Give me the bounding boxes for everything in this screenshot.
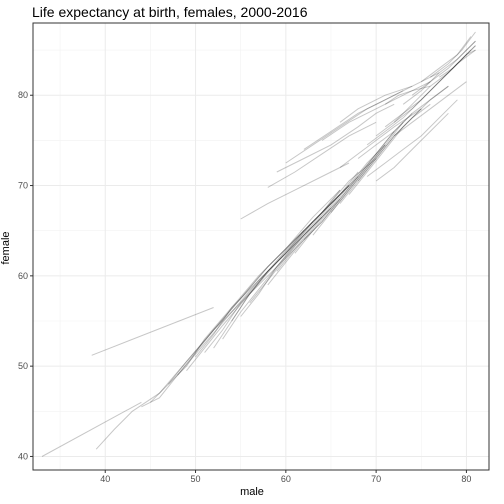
- y-tick-label: 70: [18, 181, 28, 191]
- series-line: [366, 49, 476, 146]
- series-line: [303, 131, 395, 241]
- series-line: [366, 99, 458, 177]
- y-tick-label: 40: [18, 451, 28, 461]
- x-axis-label: male: [240, 486, 264, 498]
- series-line: [321, 112, 413, 223]
- series-line: [276, 185, 350, 272]
- series-line: [267, 171, 359, 286]
- series-line: [384, 49, 472, 128]
- y-tick-label: 50: [18, 361, 28, 371]
- series-line: [186, 176, 359, 372]
- series-line: [330, 121, 404, 213]
- x-tick-label: 50: [191, 474, 201, 484]
- series-lines: [41, 31, 476, 457]
- plot-border: [32, 22, 490, 471]
- x-tick-label: 80: [461, 474, 471, 484]
- x-tick-label: 40: [100, 474, 110, 484]
- series-line: [294, 144, 386, 254]
- series-line: [41, 401, 142, 457]
- plot-panel: [33, 23, 489, 470]
- series-line: [222, 207, 332, 340]
- series-line: [168, 194, 341, 385]
- series-line: [429, 31, 476, 78]
- series-line: [240, 221, 314, 317]
- x-tick-label: 70: [371, 474, 381, 484]
- y-axis: 40 50 60 70 80: [18, 90, 33, 461]
- series-line: [240, 162, 350, 220]
- series-line: [393, 45, 476, 123]
- series-line: [339, 72, 440, 123]
- series-line: [420, 36, 472, 83]
- y-axis-label: female: [0, 231, 12, 265]
- series-line: [321, 81, 431, 141]
- series-line: [141, 198, 341, 408]
- series-line: [91, 307, 214, 356]
- series-line: [411, 40, 476, 96]
- series-line: [312, 144, 386, 236]
- series-line: [384, 85, 431, 105]
- series-line: [339, 103, 431, 204]
- series-line: [339, 108, 422, 168]
- series-line: [393, 81, 467, 137]
- series-line: [348, 108, 422, 195]
- series-line: [267, 121, 377, 188]
- grid-major: [33, 23, 489, 470]
- x-tick-label: 60: [281, 474, 291, 484]
- series-line: [231, 230, 305, 322]
- series-line: [95, 221, 323, 450]
- chart-title: Life expectancy at birth, females, 2000-…: [32, 4, 308, 20]
- series-line: [195, 189, 341, 358]
- series-line: [357, 85, 449, 182]
- series-line: [357, 85, 449, 159]
- y-tick-label: 60: [18, 271, 28, 281]
- series-line: [177, 158, 377, 376]
- series-line: [285, 90, 404, 164]
- series-line: [375, 112, 449, 182]
- series-line: [204, 185, 350, 353]
- grid-minor: [33, 23, 489, 470]
- x-axis: 40 50 60 70 80: [100, 470, 471, 484]
- series-line: [249, 189, 341, 304]
- series-line: [439, 49, 476, 78]
- series-line: [303, 85, 413, 150]
- series-line: [213, 216, 323, 349]
- y-tick-label: 80: [18, 90, 28, 100]
- series-line: [276, 103, 395, 173]
- series-line: [402, 40, 476, 105]
- series-line: [375, 45, 476, 137]
- series-line: [150, 185, 350, 403]
